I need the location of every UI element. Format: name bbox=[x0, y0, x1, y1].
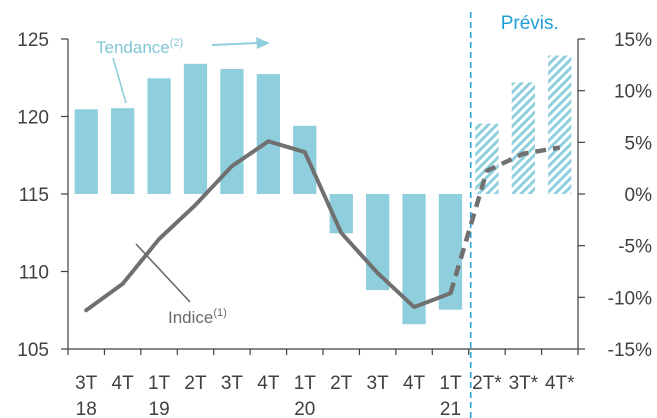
right-tick-label: 5% bbox=[625, 133, 653, 154]
x-tick-label: 3T bbox=[221, 373, 244, 394]
bar-6 bbox=[293, 125, 317, 194]
tendance-pointer bbox=[112, 57, 127, 104]
x-tick-label: 3T* bbox=[509, 373, 539, 394]
indice-forecast-line bbox=[448, 145, 561, 294]
right-tick-label: 0% bbox=[625, 185, 653, 206]
x-tick-label: 1T bbox=[148, 373, 171, 394]
forecast-bar-11 bbox=[475, 123, 499, 194]
left-tick-label: 120 bbox=[17, 108, 49, 129]
x-tick-label: 2T* bbox=[472, 373, 502, 394]
x-tick-label: 4T bbox=[112, 373, 135, 394]
tendance-arrowhead bbox=[256, 37, 270, 49]
indice-label: Indice(1) bbox=[168, 307, 227, 327]
left-tick-label: 110 bbox=[19, 263, 49, 284]
x-tick-year-label: 21 bbox=[440, 399, 461, 418]
forecast-bar-12 bbox=[511, 82, 535, 194]
x-tick-label: 3T bbox=[367, 373, 390, 394]
x-tick-label: 4T bbox=[257, 373, 280, 394]
forecast-bar-13 bbox=[548, 55, 572, 194]
axes bbox=[61, 12, 585, 418]
left-tick-label: 115 bbox=[19, 185, 49, 206]
x-tick-label: 2T bbox=[330, 373, 353, 394]
right-tick-label: 10% bbox=[614, 82, 652, 103]
x-tick-label: 1T bbox=[439, 373, 462, 394]
bar-3 bbox=[183, 63, 208, 194]
annotations: Prévis. Tendance(2) Indice(1) bbox=[96, 13, 559, 327]
bar-5 bbox=[256, 74, 280, 194]
bar-10 bbox=[438, 194, 463, 310]
bar-1 bbox=[111, 108, 135, 194]
tick-labels: 105 110 115 120 125 -15% -10% -5% 0% 5% 10% 15% 3T 18… bbox=[17, 30, 652, 418]
x-tick-label: 1T bbox=[294, 373, 317, 394]
left-tick-label: 125 bbox=[17, 30, 49, 51]
forecast-label: Prévis. bbox=[501, 13, 559, 34]
tendance-arrow bbox=[211, 42, 259, 46]
x-tick-label: 4T bbox=[403, 373, 426, 394]
left-tick-label: 105 bbox=[17, 340, 49, 361]
x-tick-year-label: 19 bbox=[149, 399, 170, 418]
bar-0 bbox=[74, 109, 98, 194]
indice-pointer bbox=[135, 243, 191, 303]
x-tick-label: 2T bbox=[184, 373, 207, 394]
indice-line bbox=[84, 139, 453, 313]
bar-9 bbox=[402, 194, 426, 325]
x-tick-year-label: 18 bbox=[76, 399, 97, 418]
bar-2 bbox=[147, 78, 171, 194]
x-tick-label: 4T* bbox=[545, 373, 575, 394]
right-tick-label: 15% bbox=[614, 30, 652, 51]
right-tick-label: -10% bbox=[608, 288, 652, 309]
bar-series-tendance bbox=[74, 55, 572, 325]
right-tick-label: -15% bbox=[608, 340, 652, 361]
line-series-indice bbox=[84, 139, 561, 313]
tendance-label: Tendance(2) bbox=[96, 37, 183, 57]
x-tick-label: 3T bbox=[75, 373, 98, 394]
right-tick-label: -5% bbox=[618, 237, 652, 258]
x-tick-year-label: 20 bbox=[294, 399, 315, 418]
